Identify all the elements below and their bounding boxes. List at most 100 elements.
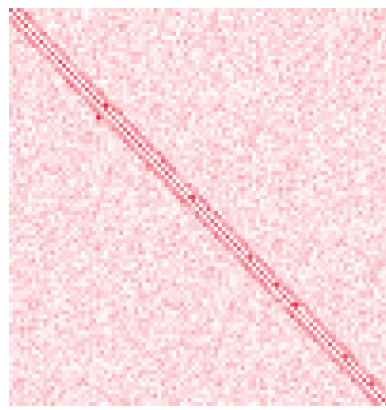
heatmap-cell — [180, 55, 185, 61]
heatmap-cell — [58, 163, 63, 168]
heatmap-cell — [35, 167, 40, 172]
heatmap-cell — [271, 47, 276, 53]
heatmap-cell — [271, 87, 276, 92]
heatmap-cell — [271, 115, 276, 120]
heatmap-cell — [138, 11, 143, 17]
heatmap-cell — [294, 123, 299, 128]
heatmap-cell — [313, 107, 318, 112]
heatmap-cell — [206, 175, 211, 180]
heatmap-cell — [305, 127, 310, 132]
heatmap-cell — [195, 195, 200, 200]
heatmap-cell — [145, 15, 150, 21]
heatmap-cell — [199, 195, 204, 200]
heatmap-cell — [123, 195, 128, 200]
heatmap-cell — [138, 67, 143, 72]
heatmap-cell — [381, 151, 386, 156]
heatmap-cell — [164, 111, 169, 116]
heatmap-cell — [69, 167, 74, 172]
heatmap-cell — [263, 171, 268, 176]
heatmap-cell — [324, 115, 329, 120]
heatmap-cell — [343, 131, 348, 136]
heatmap-cell — [123, 83, 128, 88]
heatmap-cell — [351, 171, 356, 176]
heatmap-cell — [354, 39, 359, 45]
heatmap-cell — [370, 107, 375, 112]
heatmap-cell — [244, 19, 249, 25]
heatmap-cell — [221, 63, 226, 68]
heatmap-cell — [290, 111, 295, 116]
heatmap-cell — [31, 27, 36, 33]
heatmap-cell — [168, 47, 173, 53]
heatmap-cell — [24, 67, 29, 72]
heatmap-cell — [305, 35, 310, 41]
heatmap-cell — [130, 71, 135, 76]
heatmap-cell — [290, 199, 295, 204]
heatmap-cell — [126, 87, 131, 92]
heatmap-cell — [69, 107, 74, 112]
heatmap-cell — [309, 151, 314, 156]
heatmap-cell — [373, 139, 378, 144]
heatmap-cell — [305, 51, 310, 57]
heatmap-cell — [119, 43, 124, 49]
heatmap-cell — [73, 131, 78, 136]
heatmap-cell — [225, 183, 230, 188]
heatmap-cell — [347, 183, 352, 188]
heatmap-cell — [237, 203, 242, 208]
heatmap-cell — [58, 127, 63, 132]
heatmap-cell — [100, 147, 105, 152]
heatmap-cell — [187, 151, 192, 156]
heatmap-cell — [20, 83, 25, 88]
heatmap-cell — [119, 159, 124, 164]
heatmap-cell — [366, 199, 371, 204]
heatmap-cell — [328, 199, 333, 204]
heatmap-cell — [54, 55, 59, 61]
heatmap-cell — [366, 71, 371, 76]
heatmap-cell — [229, 131, 234, 136]
heatmap-cell — [240, 15, 245, 21]
heatmap-cell — [370, 127, 375, 132]
heatmap-cell — [316, 187, 321, 192]
heatmap-cell — [332, 147, 337, 152]
heatmap-cell — [43, 79, 48, 84]
heatmap-cell — [320, 19, 325, 25]
heatmap-cell — [286, 131, 291, 136]
heatmap-cell — [316, 175, 321, 180]
heatmap-cell — [244, 143, 249, 148]
heatmap-cell — [377, 187, 382, 192]
heatmap-cell — [62, 187, 67, 192]
heatmap-cell — [271, 99, 276, 104]
heatmap-cell — [286, 139, 291, 144]
heatmap-cell — [351, 83, 356, 88]
heatmap-cell — [373, 199, 378, 204]
heatmap-cell — [100, 8, 105, 13]
heatmap-cell — [115, 91, 120, 96]
heatmap-cell — [259, 175, 264, 180]
heatmap-cell — [138, 95, 143, 100]
heatmap-cell — [278, 19, 283, 25]
heatmap-cell — [111, 75, 116, 80]
heatmap-cell — [256, 203, 261, 208]
heatmap-cell — [96, 179, 101, 184]
heatmap-cell — [126, 139, 131, 144]
heatmap-cell — [294, 191, 299, 196]
heatmap-cell — [225, 103, 230, 108]
heatmap-cell — [373, 151, 378, 156]
heatmap-cell — [85, 15, 90, 21]
heatmap-cell — [248, 91, 253, 96]
heatmap-cell — [354, 191, 359, 196]
heatmap-cell — [119, 75, 124, 80]
heatmap-cell — [176, 47, 181, 53]
heatmap-cell — [50, 199, 55, 204]
heatmap-cell — [324, 8, 329, 13]
heatmap-cell — [316, 179, 321, 184]
heatmap-cell — [263, 143, 268, 148]
heatmap-cell — [381, 119, 386, 124]
heatmap-cell — [50, 23, 55, 29]
heatmap-cell — [81, 151, 86, 156]
heatmap-cell — [145, 8, 150, 13]
heatmap-cell — [199, 135, 204, 140]
heatmap-cell — [161, 99, 166, 104]
heatmap-cell — [16, 35, 21, 41]
heatmap-cell — [259, 15, 264, 21]
heatmap-cell — [358, 43, 363, 49]
